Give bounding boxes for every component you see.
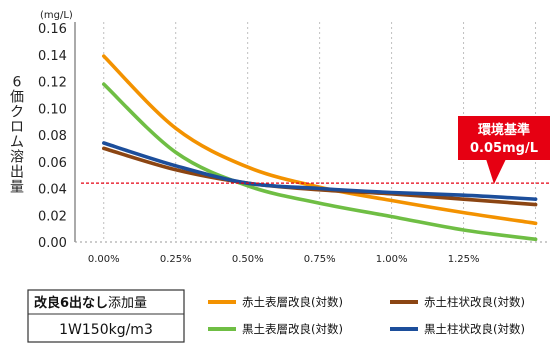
y-tick-label: 0.00 (38, 236, 67, 251)
y-axis-label-char: 6 (13, 75, 22, 91)
y-tick-label: 0.10 (38, 102, 67, 117)
series-line-2 (102, 82, 538, 242)
series-layer (102, 54, 538, 242)
y-tick-label: 0.12 (38, 76, 67, 91)
y-tick-label: 0.14 (38, 49, 67, 64)
y-axis-label-char: 量 (10, 180, 24, 196)
y-tick-labels: 0.16 0.14 0.12 0.10 0.08 0.06 0.04 0.02 0.00 (38, 22, 67, 251)
series-line-0 (102, 54, 538, 226)
x-tick-label: 0.25% (160, 254, 192, 265)
legend-label-0: 赤土表層改良(対数) (242, 295, 343, 309)
legend: 赤土表層改良(対数) 赤土柱状改良(対数) 黒土表層改良(対数) 黒土柱状改良(対数) (208, 295, 525, 336)
y-tick-label: 0.02 (38, 209, 67, 224)
y-axis-label-char: 価 (10, 90, 24, 106)
threshold-label-pointer (486, 159, 506, 184)
y-axis-label: 6 価クロム溶出量 (10, 75, 24, 196)
series-line-3 (102, 141, 538, 201)
x-tick-label: 0.75% (304, 254, 336, 265)
condition-box: 改良6出なし添加量 1W150kg/m3 (27, 289, 185, 343)
y-axis-label-char: 出 (10, 165, 24, 181)
condition-normal: 添加量 (108, 296, 147, 311)
x-tick-label: 1.00% (376, 254, 408, 265)
y-axis-label-char: ク (10, 105, 24, 121)
y-tick-label: 0.08 (38, 129, 67, 144)
x-tick-label: 1.25% (448, 254, 480, 265)
x-tick-labels: 0.00% 0.25% 0.50% 0.75% 1.00% 1.25% (88, 254, 480, 265)
y-axis-label-char: ロ (10, 120, 24, 136)
condition-text: 改良6出なし添加量 (34, 295, 147, 311)
threshold-annotation: 環境基準 0.05mg/L (458, 116, 550, 184)
threshold-label-line2: 0.05mg/L (470, 141, 538, 156)
threshold-label-line1: 環境基準 (478, 122, 530, 138)
legend-label-2: 黒土表層改良(対数) (242, 322, 343, 336)
y-tick-label: 0.04 (38, 183, 67, 198)
x-tick-label: 0.00% (88, 254, 120, 265)
y-tick-label: 0.16 (38, 22, 67, 37)
y-axis-label-char: 溶 (10, 150, 24, 166)
y-tick-label: 0.06 (38, 156, 67, 171)
y-unit-label: (mg/L) (40, 10, 73, 21)
legend-label-1: 赤土柱状改良(対数) (424, 295, 525, 309)
y-axis-label-char: ム (10, 135, 24, 151)
legend-label-3: 黒土柱状改良(対数) (424, 322, 525, 336)
condition-value: 1W150kg/m3 (59, 322, 153, 338)
condition-bold: 改良6出なし (34, 295, 108, 311)
x-tick-label: 0.50% (232, 254, 264, 265)
threshold-label-box (458, 116, 550, 160)
condition-box-frame (27, 289, 185, 343)
